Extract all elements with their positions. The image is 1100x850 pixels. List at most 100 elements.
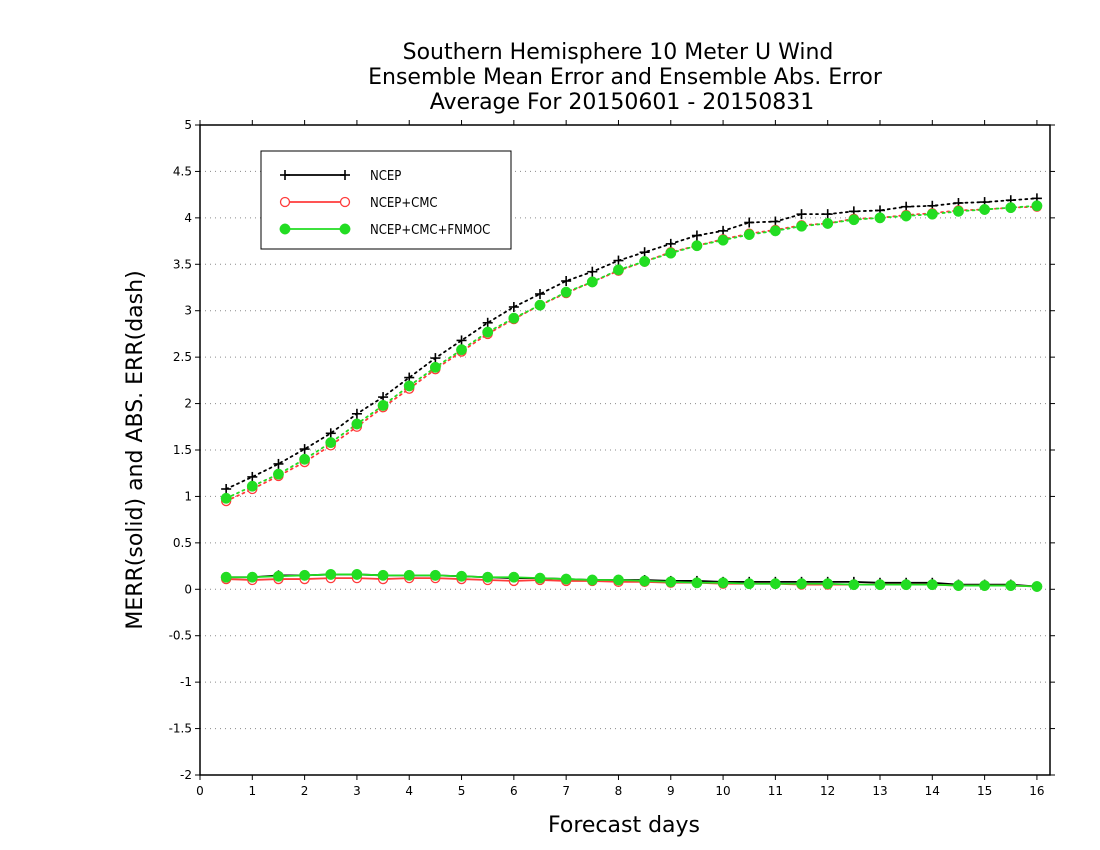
series-ncep-cmc-fnmoc-mean-err-point	[717, 577, 729, 589]
y-tick-label: 0	[184, 582, 192, 596]
series-ncep-cmc-fnmoc-abs-err-point	[220, 492, 232, 504]
y-tick-label: 2.5	[173, 350, 192, 364]
series-ncep-cmc-fnmoc-mean-err-point	[926, 579, 938, 591]
series-ncep-cmc-fnmoc-mean-err-line	[226, 573, 1037, 588]
series-ncep-cmc-fnmoc-mean-err-point	[639, 575, 651, 587]
series-ncep-abs-err-point	[639, 247, 650, 258]
legend-marker	[339, 196, 351, 208]
x-tick-label: 3	[353, 784, 361, 798]
series-ncep-cmc-fnmoc-mean-err-point	[246, 571, 258, 583]
series-ncep-abs-err-point	[744, 217, 755, 228]
series-ncep-cmc-fnmoc-abs-err-point	[822, 217, 834, 229]
legend: NCEP NCEP+CMC NCEP+CMC+FNMOC	[260, 150, 512, 250]
series-ncep-abs-err-point	[456, 335, 467, 346]
x-tick-label: 11	[768, 784, 783, 798]
series-ncep-cmc-fnmoc-abs-err-point	[246, 480, 258, 492]
series-ncep-cmc-fnmoc-mean-err-point	[429, 569, 441, 581]
series-ncep-abs-err-point	[561, 276, 572, 286]
legend-marker	[280, 170, 290, 180]
series-ncep-cmc-fnmoc-mean-err-point	[586, 574, 598, 586]
series-ncep-cmc-fnmoc-mean-err-point	[665, 576, 677, 588]
legend-label: NCEP	[370, 169, 401, 184]
x-tick-label: 0	[196, 784, 204, 798]
series-ncep-cmc-fnmoc-mean-err-point	[953, 580, 964, 592]
series-ncep-abs-err-point	[482, 317, 493, 328]
series-ncep-cmc-fnmoc-abs-err-line	[225, 204, 1038, 500]
series-ncep-cmc-fnmoc-mean-err-point	[796, 578, 807, 590]
series-ncep-cmc-fnmoc-abs-err-point	[325, 437, 337, 449]
y-tick-label: -1	[180, 675, 192, 689]
y-tick-label: 0.5	[173, 536, 192, 550]
series-ncep-cmc-fnmoc-abs-err-point	[429, 361, 441, 373]
series-ncep-cmc-fnmoc-abs-err-point	[953, 205, 964, 217]
series-ncep-cmc-fnmoc-abs-err-point	[586, 276, 598, 288]
legend-marker	[340, 170, 350, 180]
series-ncep-abs-err-point	[247, 471, 258, 482]
series-ncep-cmc-fnmoc-mean-err-point	[325, 568, 337, 580]
y-tick-label: 3	[184, 304, 192, 318]
series-ncep-cmc-fnmoc-abs-err-point	[482, 326, 494, 338]
series-ncep-cmc-fnmoc-abs-err-point	[691, 240, 703, 252]
series-ncep-cmc-fnmoc-abs-err-point	[796, 220, 807, 232]
legend-marker	[279, 223, 291, 235]
series-group	[220, 193, 1043, 592]
series-ncep-cmc-fnmoc-mean-err-point	[377, 569, 389, 581]
x-tick-label: 8	[615, 784, 623, 798]
series-ncep-cmc-fnmoc-mean-err-point	[1031, 581, 1043, 592]
series-ncep-cmc-fnmoc-abs-err-point	[874, 212, 886, 224]
chart-title-line-3: Average For 20150601 - 20150831	[430, 90, 815, 115]
series-ncep-cmc-abs-err-line	[225, 205, 1038, 502]
legend-marker	[339, 223, 351, 235]
series-ncep-cmc-fnmoc-abs-err-point	[665, 247, 677, 259]
series-ncep-cmc-fnmoc-abs-err-point	[848, 214, 860, 226]
series-ncep-cmc-fnmoc-mean-err-point	[822, 578, 834, 590]
series-ncep-cmc-fnmoc-abs-err-point	[299, 453, 311, 465]
legend-label: NCEP+CMC+FNMOC	[370, 223, 490, 238]
x-tick-label: 12	[820, 784, 835, 798]
series-ncep-abs-err-point	[535, 289, 545, 299]
chart-title-line-1: Southern Hemisphere 10 Meter U Wind	[403, 40, 834, 65]
series-ncep-cmc-fnmoc-abs-err-point	[769, 225, 781, 237]
chart-title-line-2: Ensemble Mean Error and Ensemble Abs. Er…	[368, 65, 883, 90]
series-ncep-cmc-fnmoc-mean-err-point	[848, 579, 860, 591]
series-ncep-cmc-fnmoc-abs-err-point	[534, 299, 546, 311]
series-ncep-abs-err-point	[351, 408, 362, 419]
series-ncep-cmc-fnmoc-mean-err-point	[743, 578, 755, 590]
series-ncep-cmc-fnmoc-abs-err-point	[273, 468, 284, 480]
series-ncep-abs-err-point	[299, 444, 310, 455]
series-ncep-abs-err-point	[325, 428, 336, 439]
y-tick-label: 4	[184, 211, 192, 225]
series-ncep-cmc-fnmoc-mean-err-point	[351, 568, 363, 580]
series-ncep-abs-err-point	[613, 255, 624, 266]
x-tick-label: 16	[1029, 784, 1044, 798]
series-ncep-cmc-fnmoc-mean-err-point	[560, 573, 572, 585]
series-ncep-cmc-fnmoc-mean-err-point	[769, 578, 781, 590]
series-ncep-cmc-fnmoc-abs-err-point	[456, 344, 467, 356]
series-ncep-cmc-fnmoc-mean-err-point	[456, 570, 467, 582]
y-tick-label: -1.5	[169, 722, 192, 736]
series-ncep-cmc-fnmoc-mean-err-point	[220, 571, 232, 583]
x-tick-label: 9	[667, 784, 675, 798]
y-tick-label: 4.5	[173, 164, 192, 178]
x-tick-label: 13	[872, 784, 887, 798]
x-tick-label: 2	[301, 784, 309, 798]
series-ncep-cmc-fnmoc-abs-err-point	[377, 399, 389, 411]
series-ncep-cmc-fnmoc-mean-err-point	[299, 569, 311, 581]
series-ncep-cmc-fnmoc-abs-err-point	[743, 229, 755, 241]
legend-label: NCEP+CMC	[370, 196, 438, 211]
grid-lines	[200, 170, 1050, 730]
series-ncep-cmc-fnmoc-mean-err-point	[900, 579, 912, 591]
series-ncep-cmc-fnmoc-mean-err-point	[979, 580, 991, 592]
series-ncep-abs-err-point	[691, 230, 702, 241]
series-ncep-cmc-fnmoc-mean-err-point	[691, 577, 703, 589]
y-tick-label: 2	[184, 397, 192, 411]
series-ncep-cmc-fnmoc-abs-err-point	[639, 256, 651, 267]
x-tick-label: 10	[715, 784, 730, 798]
series-ncep-cmc-fnmoc-mean-err-point	[403, 569, 415, 581]
series-ncep-cmc-fnmoc-abs-err-point	[979, 204, 991, 215]
series-ncep-cmc-fnmoc-mean-err-point	[534, 572, 546, 584]
series-ncep-cmc-fnmoc-mean-err-point	[613, 574, 624, 586]
axis-ticks: -2-1.5-1-0.500.511.522.533.544.550 1 2 3 4 5 6…	[169, 118, 1055, 798]
series-ncep-cmc-fnmoc-abs-err-point	[403, 380, 415, 392]
